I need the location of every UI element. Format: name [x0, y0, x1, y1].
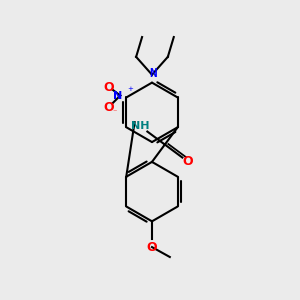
- Text: O: O: [183, 155, 193, 168]
- Text: +: +: [127, 85, 133, 91]
- Text: O: O: [103, 81, 114, 94]
- Text: NH: NH: [131, 121, 149, 131]
- Text: ⁻: ⁻: [112, 107, 117, 116]
- Text: N: N: [113, 91, 122, 100]
- Text: O: O: [147, 241, 157, 254]
- Text: N: N: [149, 67, 157, 80]
- Text: O: O: [103, 101, 114, 114]
